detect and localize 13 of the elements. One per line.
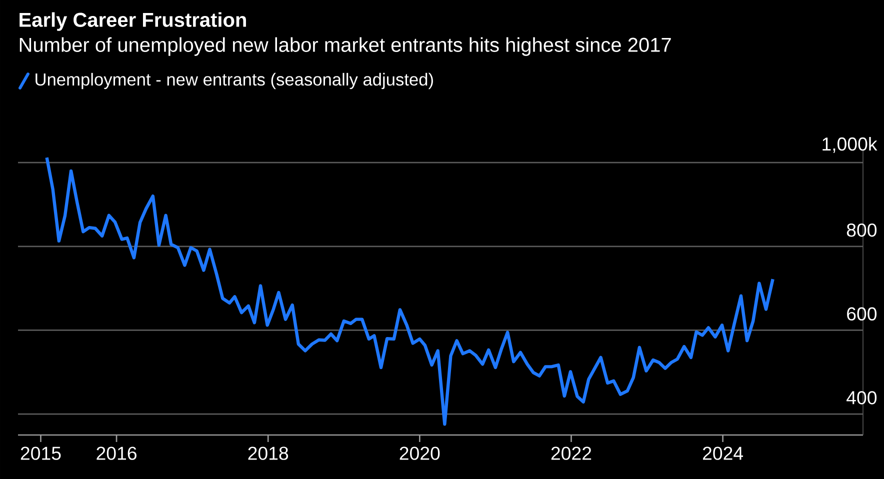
- x-tick-label: 2016: [96, 446, 136, 460]
- x-tick-label: 2020: [400, 446, 440, 460]
- y-tick-label: 600: [847, 307, 877, 321]
- y-tick-label: 1,000k: [822, 136, 878, 153]
- legend-label: Unemployment - new entrants (seasonally adjusted): [36, 72, 433, 90]
- chart-title: Early Career Frustration: [20, 12, 246, 31]
- x-tick-label: 2022: [551, 446, 592, 460]
- x-tick-label: 2015: [20, 446, 61, 460]
- x-tick-label: 2018: [248, 446, 288, 460]
- chart-subtitle: Number of unemployed new labor market entrants hits highest since 2017: [20, 37, 671, 56]
- y-tick-label: 400: [846, 391, 877, 404]
- y-tick-label: 800: [846, 223, 877, 237]
- x-tick-label: 2024: [702, 446, 744, 460]
